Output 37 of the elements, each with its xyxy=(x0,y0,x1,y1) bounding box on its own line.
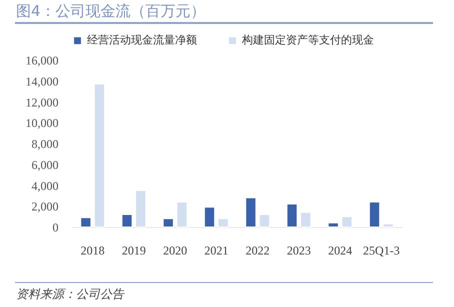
bar xyxy=(382,223,394,228)
text: 资料来源：公司公告 xyxy=(16,286,124,303)
chart-title: 图4：公司现金流（百万元） xyxy=(16,2,206,21)
y-tick-label: 8,000 xyxy=(32,137,58,151)
y-tick-label: 4,000 xyxy=(32,178,58,193)
x-tick-label: 2020 xyxy=(163,244,188,258)
x-tick-label: 2021 xyxy=(204,244,228,258)
bar xyxy=(121,214,133,228)
bar xyxy=(286,204,298,228)
bar xyxy=(135,190,146,228)
x-tick-label: 2022 xyxy=(246,244,270,258)
x-tick-label: 2023 xyxy=(286,244,311,258)
bar xyxy=(258,214,270,228)
legend-label: 经营活动现金流量净额 xyxy=(87,34,197,47)
bar xyxy=(300,212,312,228)
x-tick-label: 2018 xyxy=(80,244,105,258)
y-tick-label: 2,000 xyxy=(32,200,58,214)
x-tick-label: 2019 xyxy=(122,244,146,258)
bar xyxy=(328,222,339,228)
y-tick-label: 10,000 xyxy=(26,116,58,130)
x-tick-label: 2024 xyxy=(328,244,352,258)
bar xyxy=(204,206,216,228)
bar xyxy=(94,84,106,228)
y-tick-label: 6,000 xyxy=(32,158,58,172)
y-tick-label: 0 xyxy=(52,220,58,234)
bar xyxy=(162,218,174,228)
bar xyxy=(80,217,92,228)
y-tick-label: 12,000 xyxy=(26,95,58,110)
y-tick-label: 14,000 xyxy=(26,74,58,88)
legend-label: 构建固定资产等支付的现金 xyxy=(241,34,374,47)
bar xyxy=(341,216,353,228)
bar xyxy=(218,218,229,228)
bar xyxy=(368,201,380,228)
bar xyxy=(245,197,256,228)
x-tick-label: 25Q1-3 xyxy=(363,244,400,258)
y-tick-label: 16,000 xyxy=(26,54,58,68)
bar xyxy=(176,201,188,228)
